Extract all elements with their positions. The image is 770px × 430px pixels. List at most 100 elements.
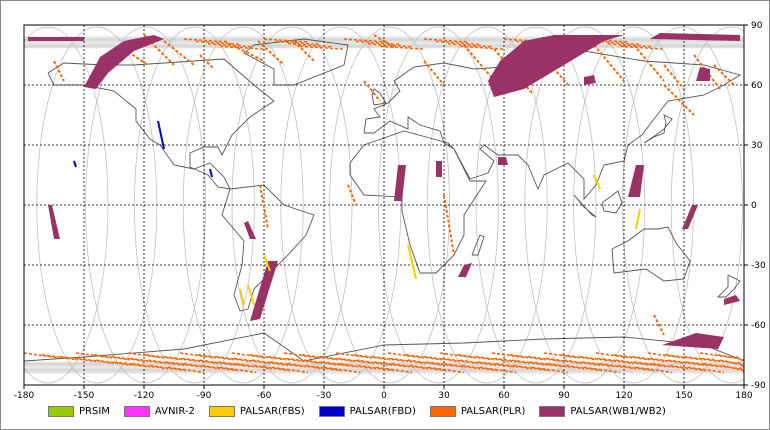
orbit-track: [622, 26, 743, 384]
plr-track: [719, 359, 744, 366]
x-tick-label: 0: [381, 391, 387, 401]
plr-track: [223, 40, 265, 62]
plr-track: [595, 40, 641, 46]
plr-track: [435, 40, 481, 46]
orbit-track: [377, 26, 499, 384]
plr-track: [619, 45, 665, 50]
plr-track: [717, 354, 744, 361]
coastline: [573, 194, 597, 218]
fbd-track: [157, 120, 165, 150]
plr-track: [207, 43, 253, 48]
coastline: [371, 88, 387, 106]
plr-track: [423, 38, 469, 43]
legend-swatch: [208, 405, 235, 417]
plr-track: [687, 366, 725, 374]
wb-swath: [662, 333, 724, 349]
plr-track: [263, 38, 309, 43]
legend-label: PALSAR(FBD): [349, 405, 416, 417]
wb-swath: [28, 37, 84, 41]
y-tick-label: 60: [751, 81, 763, 91]
plr-track: [653, 314, 665, 336]
wb-swath: [48, 205, 60, 239]
fbs-track: [593, 174, 601, 190]
wb-swath: [84, 35, 164, 89]
wb-swath: [244, 221, 256, 239]
legend-label: PALSAR(FBS): [239, 405, 305, 417]
plr-track: [287, 43, 333, 48]
plr-track: [447, 43, 493, 48]
coastline: [221, 184, 315, 312]
plr-track: [363, 80, 381, 102]
plr-track: [343, 38, 389, 43]
coastline: [243, 38, 349, 86]
wb-swath: [628, 165, 644, 197]
legend-swatch: [48, 405, 74, 417]
legend-swatch: [429, 405, 456, 417]
plr-track: [459, 45, 505, 50]
orbit-track: [182, 26, 304, 384]
plr-track: [183, 38, 229, 43]
x-tick-label: -120: [134, 391, 155, 401]
legend-label: AVNIR-2: [154, 405, 195, 417]
legend-item-palsar-wb: PALSAR(WB1/WB2): [539, 405, 666, 417]
plr-track: [199, 54, 215, 70]
legend-label: PALSAR(PLR): [460, 405, 526, 417]
fbs-track: [635, 208, 641, 230]
coastline: [47, 58, 275, 190]
plr-track: [633, 44, 665, 82]
fbs-track: [239, 288, 245, 306]
plr-track: [607, 43, 653, 48]
coastline: [363, 50, 742, 201]
plr-track: [379, 45, 425, 50]
plr-track: [367, 43, 413, 48]
orbit-track: [133, 26, 255, 384]
x-tick-label: -90: [197, 391, 212, 401]
wb-swath: [682, 205, 698, 229]
x-tick-label: 90: [558, 391, 570, 401]
plr-track: [531, 366, 569, 374]
y-tick-label: -30: [751, 261, 766, 271]
fbs-track: [263, 254, 271, 272]
plr-track: [323, 366, 361, 374]
legend-item-palsar-plr: PALSAR(PLR): [429, 405, 526, 417]
legend-item-prsim: PRSIM: [48, 405, 110, 417]
legend-label: PALSAR(WB1/WB2): [570, 405, 666, 417]
coastline: [611, 226, 691, 282]
coastline: [471, 234, 485, 256]
x-tick-label: -150: [74, 391, 95, 401]
wb-swath: [584, 75, 596, 85]
plr-track: [721, 364, 744, 372]
plr-track: [219, 366, 257, 374]
wb-swath: [488, 35, 624, 97]
plr-track: [275, 40, 321, 46]
plr-track: [479, 366, 517, 374]
plr-track: [593, 44, 625, 82]
plr-track: [463, 44, 499, 86]
legend-item-avnir2: AVNIR-2: [123, 405, 195, 417]
plr-track: [167, 366, 205, 374]
fbd-track: [73, 160, 77, 168]
wb-swath: [250, 261, 278, 321]
y-tick-label: -60: [751, 321, 766, 331]
wb-swath: [724, 295, 740, 305]
plr-track: [583, 366, 621, 374]
x-tick-label: -180: [14, 391, 35, 401]
wb-swath: [436, 161, 442, 177]
legend-swatch: [318, 405, 345, 417]
plr-track: [271, 366, 309, 374]
plr-track: [53, 60, 65, 82]
observation-swaths: [24, 33, 744, 374]
x-tick-label: 30: [438, 391, 450, 401]
plr-track: [259, 184, 269, 230]
x-tick-label: 60: [498, 391, 510, 401]
plr-track: [355, 40, 401, 46]
y-tick-label: -90: [751, 381, 766, 391]
x-tick-label: 120: [615, 391, 632, 401]
y-tick-label: 30: [751, 141, 763, 151]
wb-swath: [394, 165, 406, 201]
x-tick-label: 180: [735, 391, 752, 401]
coastline: [716, 274, 741, 298]
plr-track: [347, 184, 357, 206]
orbit-track: [426, 26, 548, 384]
